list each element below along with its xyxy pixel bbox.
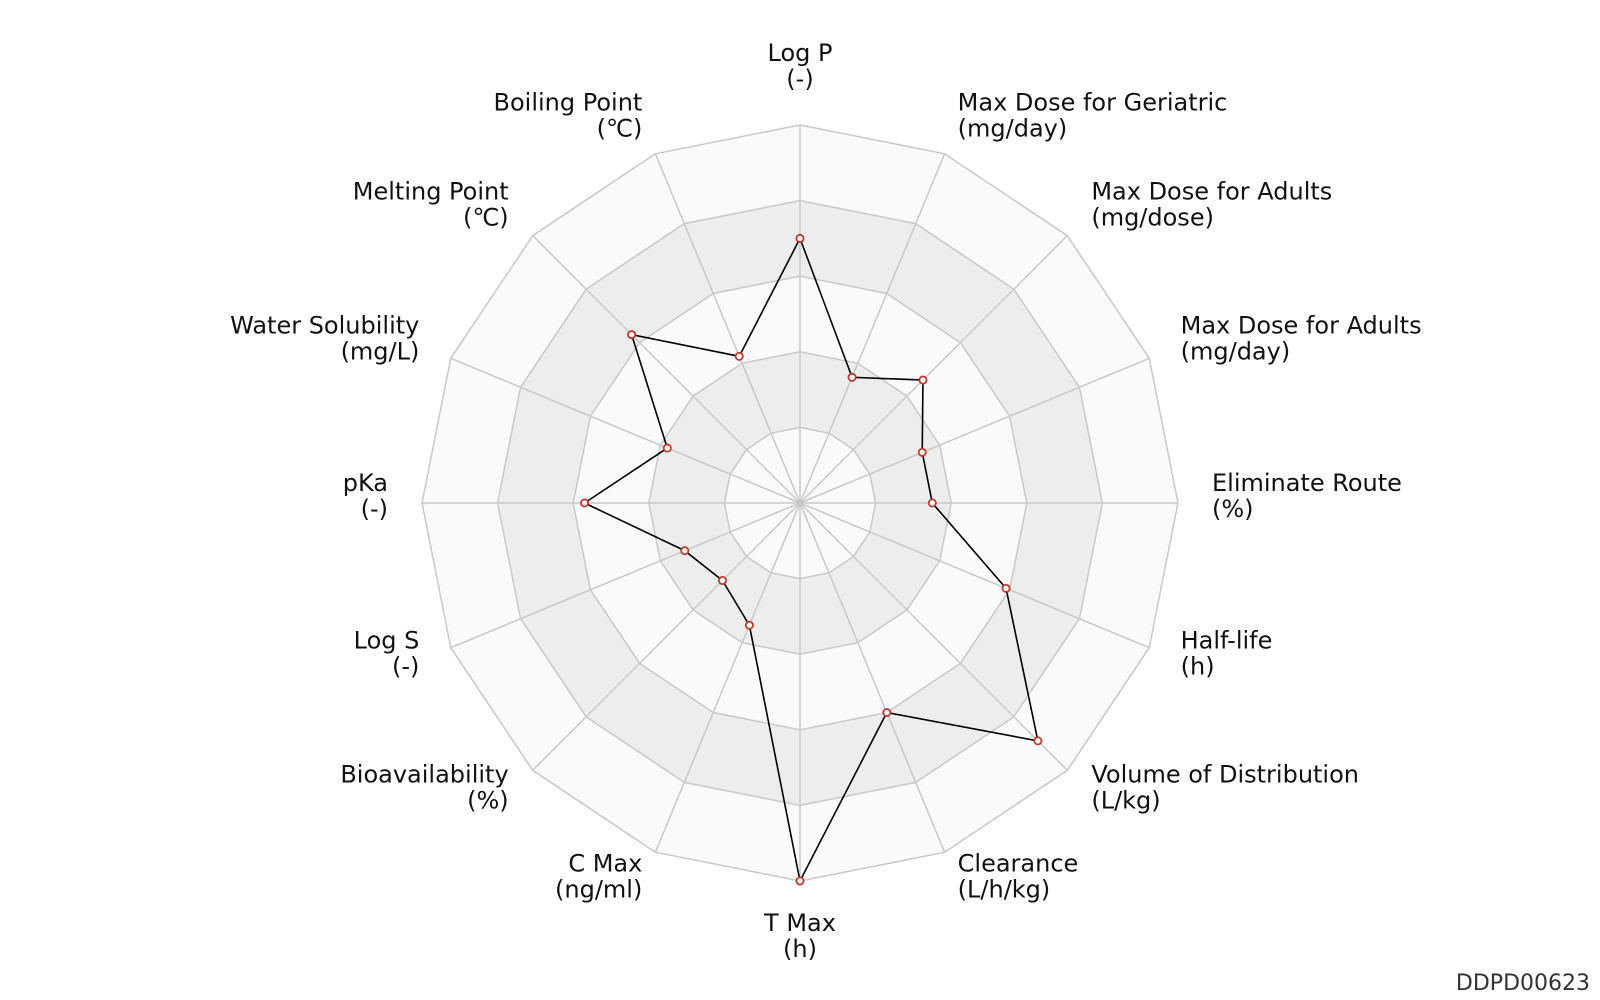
axis-name: Max Dose for Adults [1181,311,1422,339]
data-point-5 [1001,583,1011,593]
data-point-14 [627,330,637,340]
data-point-15 [734,351,744,361]
data-point-0 [795,233,805,243]
spoke-7 [799,502,946,853]
axis-label-0: Log P (-) [768,39,833,93]
axis-labels: Log P (-)Max Dose for Geriatric (mg/day)Ma… [230,39,1421,963]
axis-name: Max Dose for Geriatric [958,88,1228,116]
axis-label-15: Boiling Point (℃) [494,88,643,142]
axis-name: Volume of Distribution [1091,760,1359,788]
axis-name: Log P [768,39,833,67]
axis-unit: (L/kg) [1091,786,1160,814]
spoke-13 [450,357,801,504]
axis-unit: (-) [392,653,419,681]
data-point-8 [795,876,805,886]
spoke-6 [799,502,1068,771]
spoke-2 [799,235,1068,504]
data-point-13 [662,443,672,453]
spoke-15 [654,153,801,504]
axis-unit: (mg/L) [341,337,420,365]
axis-name: T Max [763,909,836,937]
axis-label-10: Bioavailability (%) [340,760,508,814]
radar-spokes [422,125,1178,881]
data-point-1 [847,372,857,382]
axis-unit: (℃) [463,204,509,232]
axis-unit: (ng/ml) [555,876,642,904]
data-point-9 [744,620,754,630]
axis-unit: (L/h/kg) [958,876,1051,904]
axis-label-7: Clearance (L/h/kg) [958,850,1079,904]
data-point-3 [917,447,927,457]
axis-label-11: Log S (-) [354,627,420,681]
spoke-1 [799,153,946,504]
axis-label-12: pKa (-) [343,469,388,523]
axis-name: Log S [354,627,420,655]
spoke-5 [799,502,1150,649]
axis-label-6: Volume of Distribution (L/kg) [1091,760,1359,814]
axis-unit: (mg/dose) [1091,204,1214,232]
axis-label-9: C Max (ng/ml) [555,850,642,904]
data-point-7 [882,708,892,718]
radar-series [580,233,1043,886]
axis-label-8: T Max (h) [763,909,836,963]
data-point-12 [580,498,590,508]
spoke-10 [532,502,801,771]
spoke-14 [532,235,801,504]
axis-name: Half-life [1181,627,1273,655]
data-point-4 [927,498,937,508]
axis-name: C Max [568,850,642,878]
data-point-2 [918,375,928,385]
axis-name: Max Dose for Adults [1091,178,1332,206]
axis-unit: (%) [467,786,509,814]
data-point-11 [680,546,690,556]
spoke-11 [450,502,801,649]
axis-name: Melting Point [353,178,509,206]
data-point-6 [1033,736,1043,746]
axis-name: pKa [343,469,388,497]
axis-label-1: Max Dose for Geriatric (mg/day) [958,88,1228,142]
data-point-10 [717,576,727,586]
axis-unit: (mg/day) [1181,337,1291,365]
axis-name: Bioavailability [340,760,508,788]
axis-unit: (-) [361,495,388,523]
axis-name: Clearance [958,850,1079,878]
spoke-3 [799,357,1150,504]
axis-label-2: Max Dose for Adults (mg/dose) [1091,178,1332,232]
axis-name: Boiling Point [494,88,643,116]
chart-id-label: DDPD00623 [1455,971,1590,996]
axis-unit: (%) [1212,495,1254,523]
axis-label-14: Melting Point (℃) [353,178,509,232]
axis-unit: (mg/day) [958,114,1068,142]
spoke-9 [654,502,801,853]
axis-label-3: Max Dose for Adults (mg/day) [1181,311,1422,365]
axis-label-5: Half-life (h) [1181,627,1273,681]
axis-unit: (h) [1181,653,1215,681]
axis-unit: (h) [783,935,817,963]
axis-label-13: Water Solubility (mg/L) [230,311,419,365]
axis-name: Water Solubility [230,311,419,339]
axis-unit: (-) [786,65,813,93]
axis-name: Eliminate Route [1212,469,1402,497]
axis-unit: (℃) [597,114,643,142]
axis-label-4: Eliminate Route (%) [1212,469,1402,523]
